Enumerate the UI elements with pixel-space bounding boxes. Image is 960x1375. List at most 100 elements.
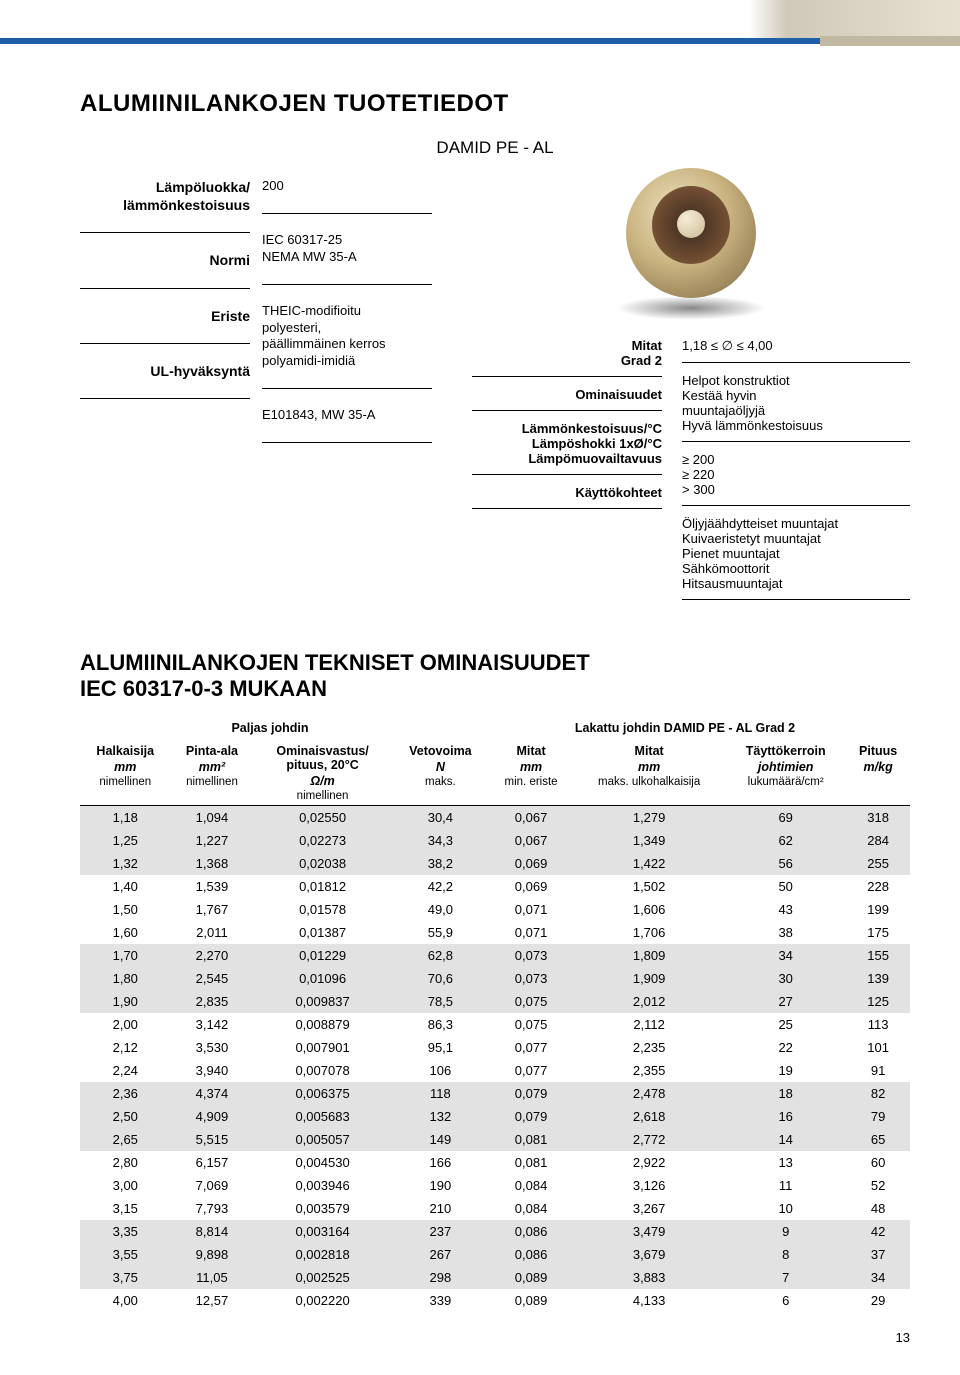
table-cell: 101 — [846, 1036, 910, 1059]
table-cell: 255 — [846, 852, 910, 875]
table-cell: 9,898 — [171, 1243, 254, 1266]
table-cell: 4,00 — [80, 1289, 171, 1312]
table-cell: 65 — [846, 1128, 910, 1151]
table-cell: 2,235 — [573, 1036, 725, 1059]
col-header: Täyttökerroinjohtimienlukumäärä/cm² — [725, 741, 846, 806]
table-row: 3,007,0690,0039461900,0843,1261152 — [80, 1174, 910, 1197]
table-cell: 0,075 — [489, 1013, 573, 1036]
page-number: 13 — [80, 1330, 910, 1345]
table-cell: 2,270 — [171, 944, 254, 967]
table-cell: 1,60 — [80, 921, 171, 944]
table-cell: 0,071 — [489, 921, 573, 944]
table-cell: 0,073 — [489, 944, 573, 967]
table-cell: 1,767 — [171, 898, 254, 921]
table-cell: 5,515 — [171, 1128, 254, 1151]
table-cell: 52 — [846, 1174, 910, 1197]
table-cell: 22 — [725, 1036, 846, 1059]
table-cell: 2,80 — [80, 1151, 171, 1174]
table-cell: 38,2 — [392, 852, 489, 875]
product-image — [596, 138, 786, 328]
col-header: Mitatmmmaks. ulkohalkaisija — [573, 741, 725, 806]
table-cell: 19 — [725, 1059, 846, 1082]
table-cell: 0,081 — [489, 1128, 573, 1151]
table-cell: 7 — [725, 1266, 846, 1289]
table-cell: 3,267 — [573, 1197, 725, 1220]
table-cell: 14 — [725, 1128, 846, 1151]
table-cell: 42,2 — [392, 875, 489, 898]
table-cell: 0,073 — [489, 967, 573, 990]
spec-right-value: Öljyjäähdytteiset muuntajatKuivaeristety… — [682, 516, 910, 591]
table-cell: 13 — [725, 1151, 846, 1174]
table-cell: 0,002818 — [253, 1243, 391, 1266]
table-cell: 0,01096 — [253, 967, 391, 990]
table-cell: 38 — [725, 921, 846, 944]
table-cell: 0,003946 — [253, 1174, 391, 1197]
table-cell: 1,422 — [573, 852, 725, 875]
table-cell: 7,793 — [171, 1197, 254, 1220]
table-cell: 2,545 — [171, 967, 254, 990]
table-row: 1,702,2700,0122962,80,0731,80934155 — [80, 944, 910, 967]
table-cell: 4,133 — [573, 1289, 725, 1312]
table-row: 2,123,5300,00790195,10,0772,23522101 — [80, 1036, 910, 1059]
table-cell: 49,0 — [392, 898, 489, 921]
table-cell: 2,772 — [573, 1128, 725, 1151]
table-cell: 0,008879 — [253, 1013, 391, 1036]
table-cell: 0,01229 — [253, 944, 391, 967]
spec-left-labels: Lämpöluokka/lämmönkestoisuusNormiEristeU… — [80, 178, 250, 610]
table-row: 1,321,3680,0203838,20,0691,42256255 — [80, 852, 910, 875]
table-cell: 1,18 — [80, 806, 171, 829]
table-cell: 149 — [392, 1128, 489, 1151]
table-cell: 30,4 — [392, 806, 489, 829]
table-cell: 30 — [725, 967, 846, 990]
table-cell: 11 — [725, 1174, 846, 1197]
table-cell: 1,368 — [171, 852, 254, 875]
spec-right-value: ≥ 200≥ 220> 300 — [682, 452, 910, 497]
table-row: 1,802,5450,0109670,60,0731,90930139 — [80, 967, 910, 990]
table-cell: 1,80 — [80, 967, 171, 990]
table-cell: 18 — [725, 1082, 846, 1105]
table-cell: 56 — [725, 852, 846, 875]
spec-left-value: E101843, MW 35-A — [262, 407, 432, 424]
table-cell: 34,3 — [392, 829, 489, 852]
section2-title-l1: ALUMIINILANKOJEN TEKNISET OMINAISUUDET — [80, 650, 590, 675]
table-cell: 1,706 — [573, 921, 725, 944]
table-cell: 0,089 — [489, 1266, 573, 1289]
col-header: Pinta-alamm²nimellinen — [171, 741, 254, 806]
table-cell: 106 — [392, 1059, 489, 1082]
table-cell: 0,084 — [489, 1174, 573, 1197]
table-cell: 1,502 — [573, 875, 725, 898]
table-cell: 3,530 — [171, 1036, 254, 1059]
table-cell: 11,05 — [171, 1266, 254, 1289]
table-cell: 228 — [846, 875, 910, 898]
spec-left-label: Lämpöluokka/lämmönkestoisuus — [80, 178, 250, 214]
table-cell: 3,142 — [171, 1013, 254, 1036]
spec-right-labels: MitatGrad 2OminaisuudetLämmönkestoisuus/… — [472, 338, 662, 610]
table-row: 1,401,5390,0181242,20,0691,50250228 — [80, 875, 910, 898]
table-cell: 4,909 — [171, 1105, 254, 1128]
table-cell: 2,00 — [80, 1013, 171, 1036]
table-cell: 0,086 — [489, 1220, 573, 1243]
table-cell: 2,478 — [573, 1082, 725, 1105]
table-cell: 0,003579 — [253, 1197, 391, 1220]
table-cell: 132 — [392, 1105, 489, 1128]
spec-left-value: THEIC-modifioitupolyesteri,päällimmäinen… — [262, 303, 432, 371]
table-cell: 1,70 — [80, 944, 171, 967]
spec-right-value: 1,18 ≤ ∅ ≤ 4,00 — [682, 338, 910, 354]
table-cell: 6 — [725, 1289, 846, 1312]
table-cell: 2,835 — [171, 990, 254, 1013]
table-cell: 0,081 — [489, 1151, 573, 1174]
table-row: 3,157,7930,0035792100,0843,2671048 — [80, 1197, 910, 1220]
table-cell: 4,374 — [171, 1082, 254, 1105]
table-row: 2,806,1570,0045301660,0812,9221360 — [80, 1151, 910, 1174]
table-cell: 1,809 — [573, 944, 725, 967]
table-cell: 1,32 — [80, 852, 171, 875]
table-row: 1,251,2270,0227334,30,0671,34962284 — [80, 829, 910, 852]
table-cell: 10 — [725, 1197, 846, 1220]
table-cell: 2,65 — [80, 1128, 171, 1151]
super-head-left: Paljas johdin — [80, 721, 460, 735]
table-cell: 0,069 — [489, 852, 573, 875]
table-cell: 210 — [392, 1197, 489, 1220]
spec-right-label: Ominaisuudet — [472, 387, 662, 402]
table-cell: 0,003164 — [253, 1220, 391, 1243]
table-cell: 0,002525 — [253, 1266, 391, 1289]
